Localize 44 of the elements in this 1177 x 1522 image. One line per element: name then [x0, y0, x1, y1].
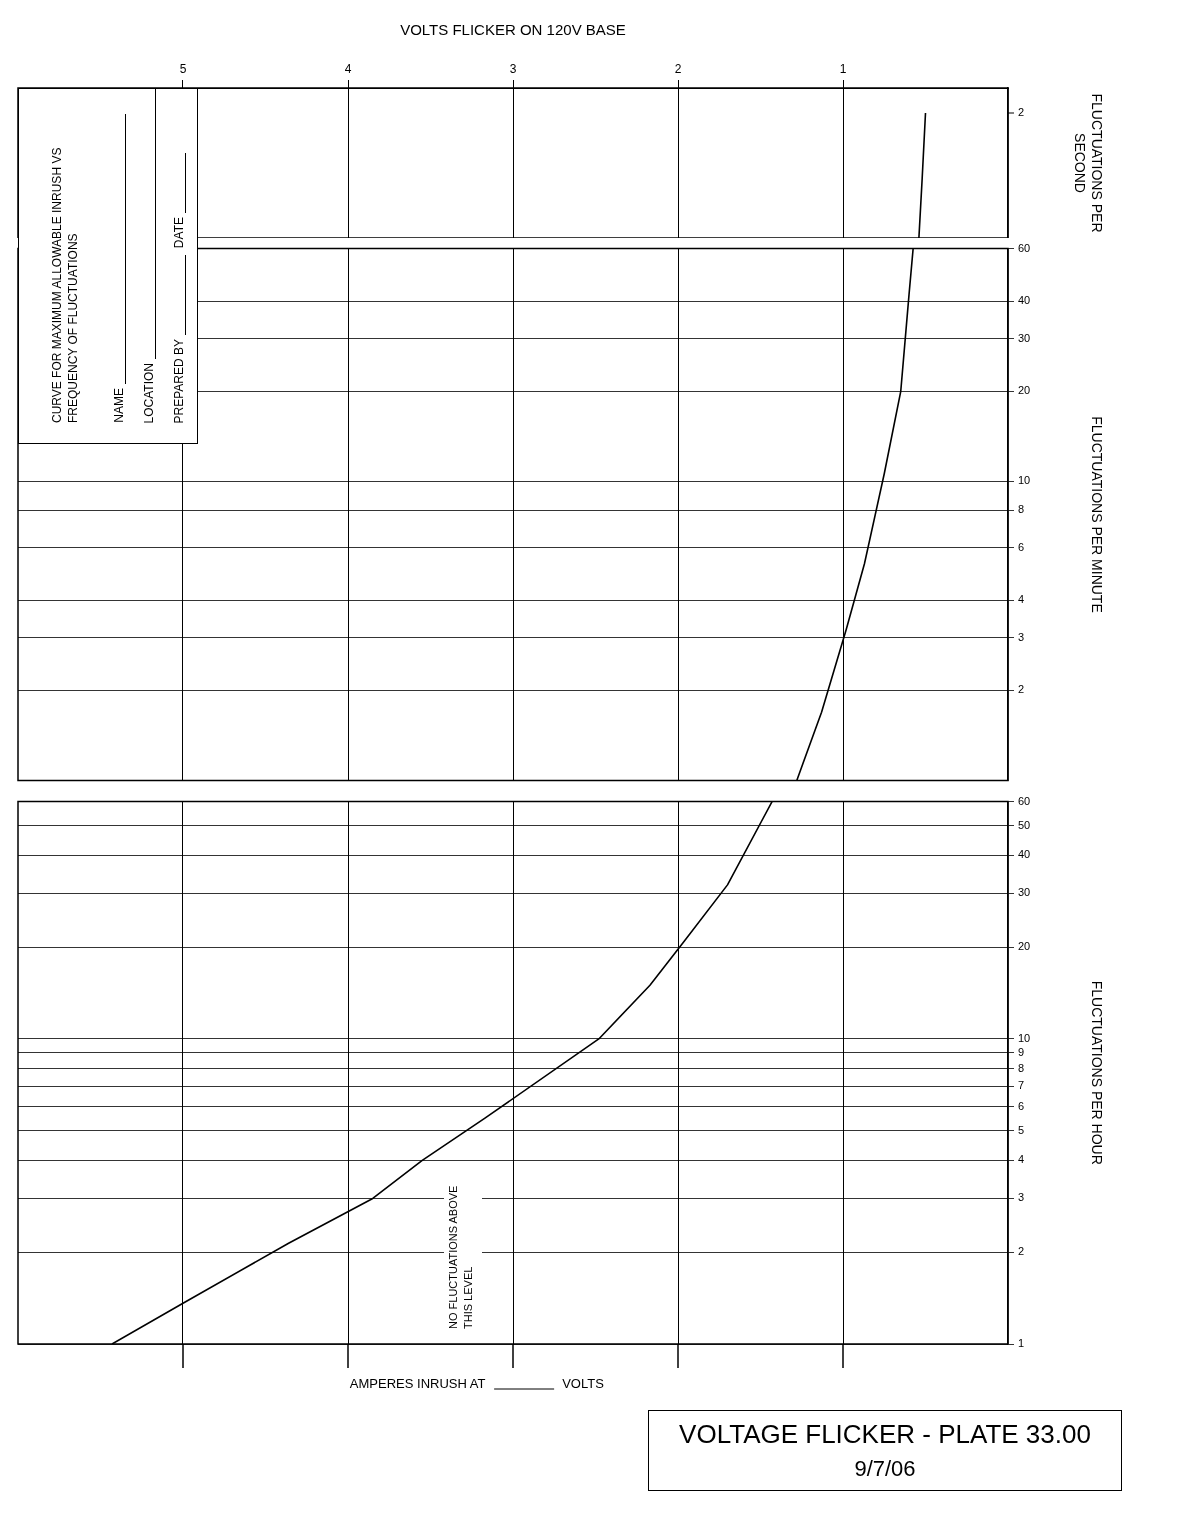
- y-tick-label: 10: [1018, 1032, 1031, 1044]
- x-tick-label: 5: [179, 62, 187, 77]
- x-tick-label: 2: [674, 62, 682, 77]
- annotation: CURVE FOR MAXIMUM ALLOWABLE INRUSH VS FREQUENCY OF FLUCTUATIONS: [49, 146, 81, 423]
- annotation: NO FLUCTUATIONS ABOVE THIS LEVEL: [443, 1169, 482, 1329]
- y-tick-label: 1: [1018, 1337, 1025, 1350]
- annotation: DATE: [171, 217, 186, 249]
- y-tick-label: 7: [1018, 1079, 1025, 1092]
- y-tick-label: 8: [1018, 503, 1025, 516]
- y-tick-label: 8: [1018, 1061, 1025, 1074]
- y-axis-title: FLUCTUATIONS PER SECOND: [1071, 93, 1105, 233]
- text: AMPERES INRUSH AT: [349, 1375, 486, 1391]
- y-tick-label: 30: [1018, 331, 1031, 344]
- y-tick-label: 6: [1018, 540, 1025, 553]
- y-tick-label: 20: [1018, 940, 1031, 953]
- y-tick-label: 60: [1018, 241, 1031, 254]
- x-tick-label: 1: [839, 62, 847, 77]
- y-tick-label: 3: [1018, 630, 1025, 643]
- y-tick-label: 6: [1018, 1099, 1025, 1112]
- annotation: PREPARED BY: [171, 338, 186, 423]
- y-tick-label: 4: [1018, 1153, 1025, 1166]
- x-axis-title: VOLTS FLICKER ON 120V BASE: [400, 21, 626, 39]
- y-tick-label: 5: [1018, 1123, 1025, 1136]
- text: VOLTS: [562, 1375, 605, 1391]
- text: 9/7/06: [853, 1456, 917, 1482]
- text: VOLTAGE FLICKER - PLATE 33.00: [678, 1419, 1092, 1450]
- y-tick-label: 9: [1018, 1045, 1025, 1058]
- y-axis-title: FLUCTUATIONS PER HOUR: [1088, 980, 1105, 1165]
- annotation: LOCATION: [141, 362, 156, 423]
- y-tick-label: 2: [1018, 1245, 1025, 1258]
- y-tick-label: 50: [1018, 818, 1031, 831]
- y-tick-label: 2: [1018, 683, 1025, 696]
- x-tick-label: 3: [509, 62, 517, 77]
- x-tick-label: 4: [344, 62, 352, 77]
- y-tick-label: 60: [1018, 794, 1031, 807]
- y-tick-label: 30: [1018, 886, 1031, 899]
- y-axis-title: FLUCTUATIONS PER MINUTE: [1088, 416, 1105, 613]
- y-tick-label: 4: [1018, 593, 1025, 606]
- annotation: NAME: [111, 388, 126, 423]
- y-tick-label: 10: [1018, 474, 1031, 487]
- y-tick-label: 20: [1018, 384, 1031, 397]
- y-tick-label: 40: [1018, 848, 1031, 861]
- y-tick-label: 40: [1018, 294, 1031, 307]
- y-tick-label: 3: [1018, 1191, 1025, 1204]
